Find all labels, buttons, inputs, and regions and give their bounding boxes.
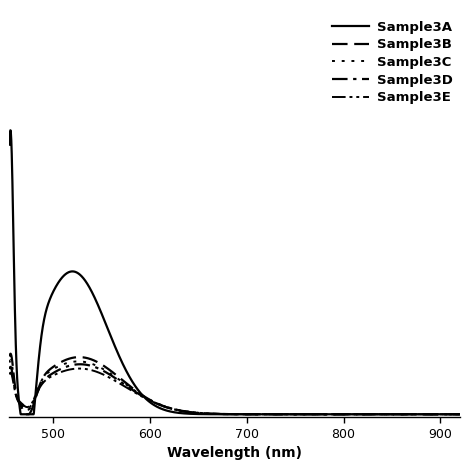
- Sample3E: [444, 411, 449, 417]
- Sample3A: [444, 411, 450, 417]
- Sample3D: [77, 361, 83, 367]
- Sample3D: [226, 411, 231, 417]
- Sample3B: [457, 411, 463, 417]
- Sample3E: [76, 366, 82, 372]
- Sample3A: [8, 128, 13, 133]
- Line: Sample3E: Sample3E: [9, 369, 460, 414]
- Sample3A: [444, 411, 450, 417]
- Sample3D: [361, 411, 367, 417]
- Sample3E: [214, 411, 219, 417]
- Sample3C: [226, 411, 231, 417]
- Sample3D: [29, 401, 35, 407]
- Sample3B: [214, 411, 220, 417]
- Sample3B: [444, 411, 450, 417]
- Sample3E: [7, 372, 12, 377]
- Sample3A: [362, 411, 367, 417]
- Sample3C: [8, 357, 13, 363]
- Line: Sample3C: Sample3C: [9, 360, 460, 414]
- Sample3C: [444, 411, 449, 417]
- Sample3C: [361, 411, 367, 417]
- Sample3A: [7, 142, 12, 147]
- Sample3C: [30, 399, 36, 405]
- Sample3C: [457, 411, 463, 417]
- Sample3A: [30, 411, 36, 417]
- Sample3E: [226, 411, 231, 417]
- Sample3C: [444, 411, 450, 417]
- X-axis label: Wavelength (nm): Wavelength (nm): [167, 446, 302, 460]
- Sample3B: [226, 411, 232, 417]
- Sample3D: [214, 411, 219, 417]
- Sample3B: [7, 354, 12, 359]
- Line: Sample3D: Sample3D: [9, 364, 460, 414]
- Sample3B: [30, 404, 36, 410]
- Sample3A: [214, 411, 220, 417]
- Sample3B: [362, 411, 367, 417]
- Sample3E: [361, 411, 367, 417]
- Sample3A: [226, 411, 232, 417]
- Sample3B: [8, 351, 13, 356]
- Sample3E: [444, 411, 450, 417]
- Sample3C: [7, 360, 12, 365]
- Sample3A: [18, 411, 24, 417]
- Sample3B: [23, 411, 29, 417]
- Sample3D: [444, 411, 450, 417]
- Sample3B: [444, 411, 450, 417]
- Sample3E: [457, 411, 463, 417]
- Sample3D: [444, 411, 449, 417]
- Line: Sample3A: Sample3A: [9, 130, 460, 414]
- Legend: Sample3A, Sample3B, Sample3C, Sample3D, Sample3E: Sample3A, Sample3B, Sample3C, Sample3D, …: [332, 21, 453, 104]
- Sample3D: [7, 366, 12, 372]
- Sample3C: [214, 411, 219, 417]
- Sample3E: [29, 399, 35, 405]
- Sample3A: [457, 411, 463, 417]
- Sample3D: [457, 411, 463, 417]
- Line: Sample3B: Sample3B: [9, 354, 460, 414]
